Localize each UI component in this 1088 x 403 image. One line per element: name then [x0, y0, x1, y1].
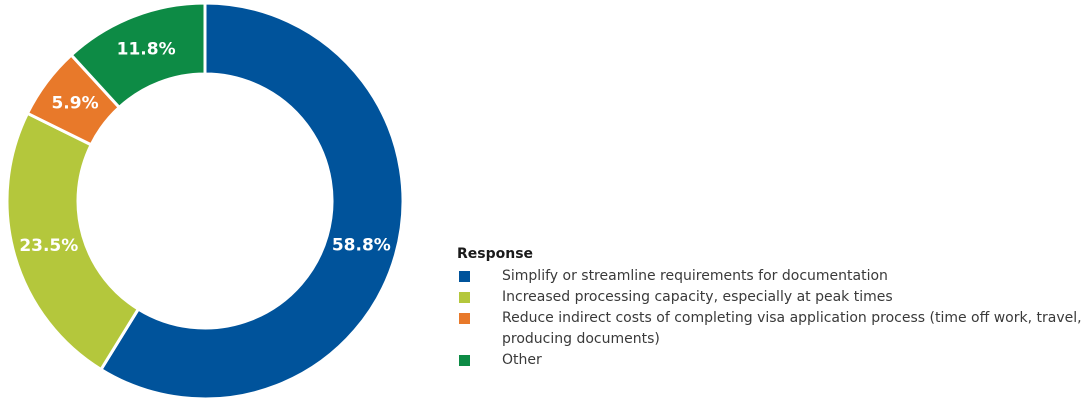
donut-chart: 58.8% 23.5% 5.9% 11.8%: [5, 1, 405, 401]
legend-title: Response: [457, 246, 534, 262]
slice-value-label: 11.8%: [117, 40, 176, 60]
legend-swatch: [459, 313, 470, 324]
legend-label: Simplify or streamline requirements for …: [502, 268, 888, 284]
legend-item-simplify: Simplify or streamline requirements for …: [457, 266, 1087, 287]
slice-value-label: 5.9%: [51, 93, 98, 113]
legend-item-processing-capacity: Increased processing capacity, especiall…: [457, 287, 1087, 308]
legend-item-reduce-costs: Reduce indirect costs of completing visa…: [457, 308, 1087, 350]
donut-slice-other: [69, 1, 207, 109]
slice-value-label: 58.8%: [332, 235, 391, 255]
legend-label: Other: [502, 352, 542, 368]
legend-item-other: Other: [457, 350, 1087, 371]
legend-label: Increased processing capacity, especiall…: [502, 289, 893, 305]
legend-swatch: [459, 355, 470, 366]
legend-label: Reduce indirect costs of completing visa…: [502, 310, 1082, 347]
slice-value-label: 23.5%: [19, 236, 78, 256]
slices-group: [5, 1, 405, 401]
donut-slice-simplify: [99, 1, 405, 401]
donut-slice-processing-capacity: [5, 111, 140, 371]
slice-labels-group: 58.8% 23.5% 5.9% 11.8%: [19, 40, 391, 256]
legend: Response Simplify or streamline requirem…: [457, 245, 1087, 371]
legend-swatch: [459, 271, 470, 282]
legend-swatch: [459, 292, 470, 303]
